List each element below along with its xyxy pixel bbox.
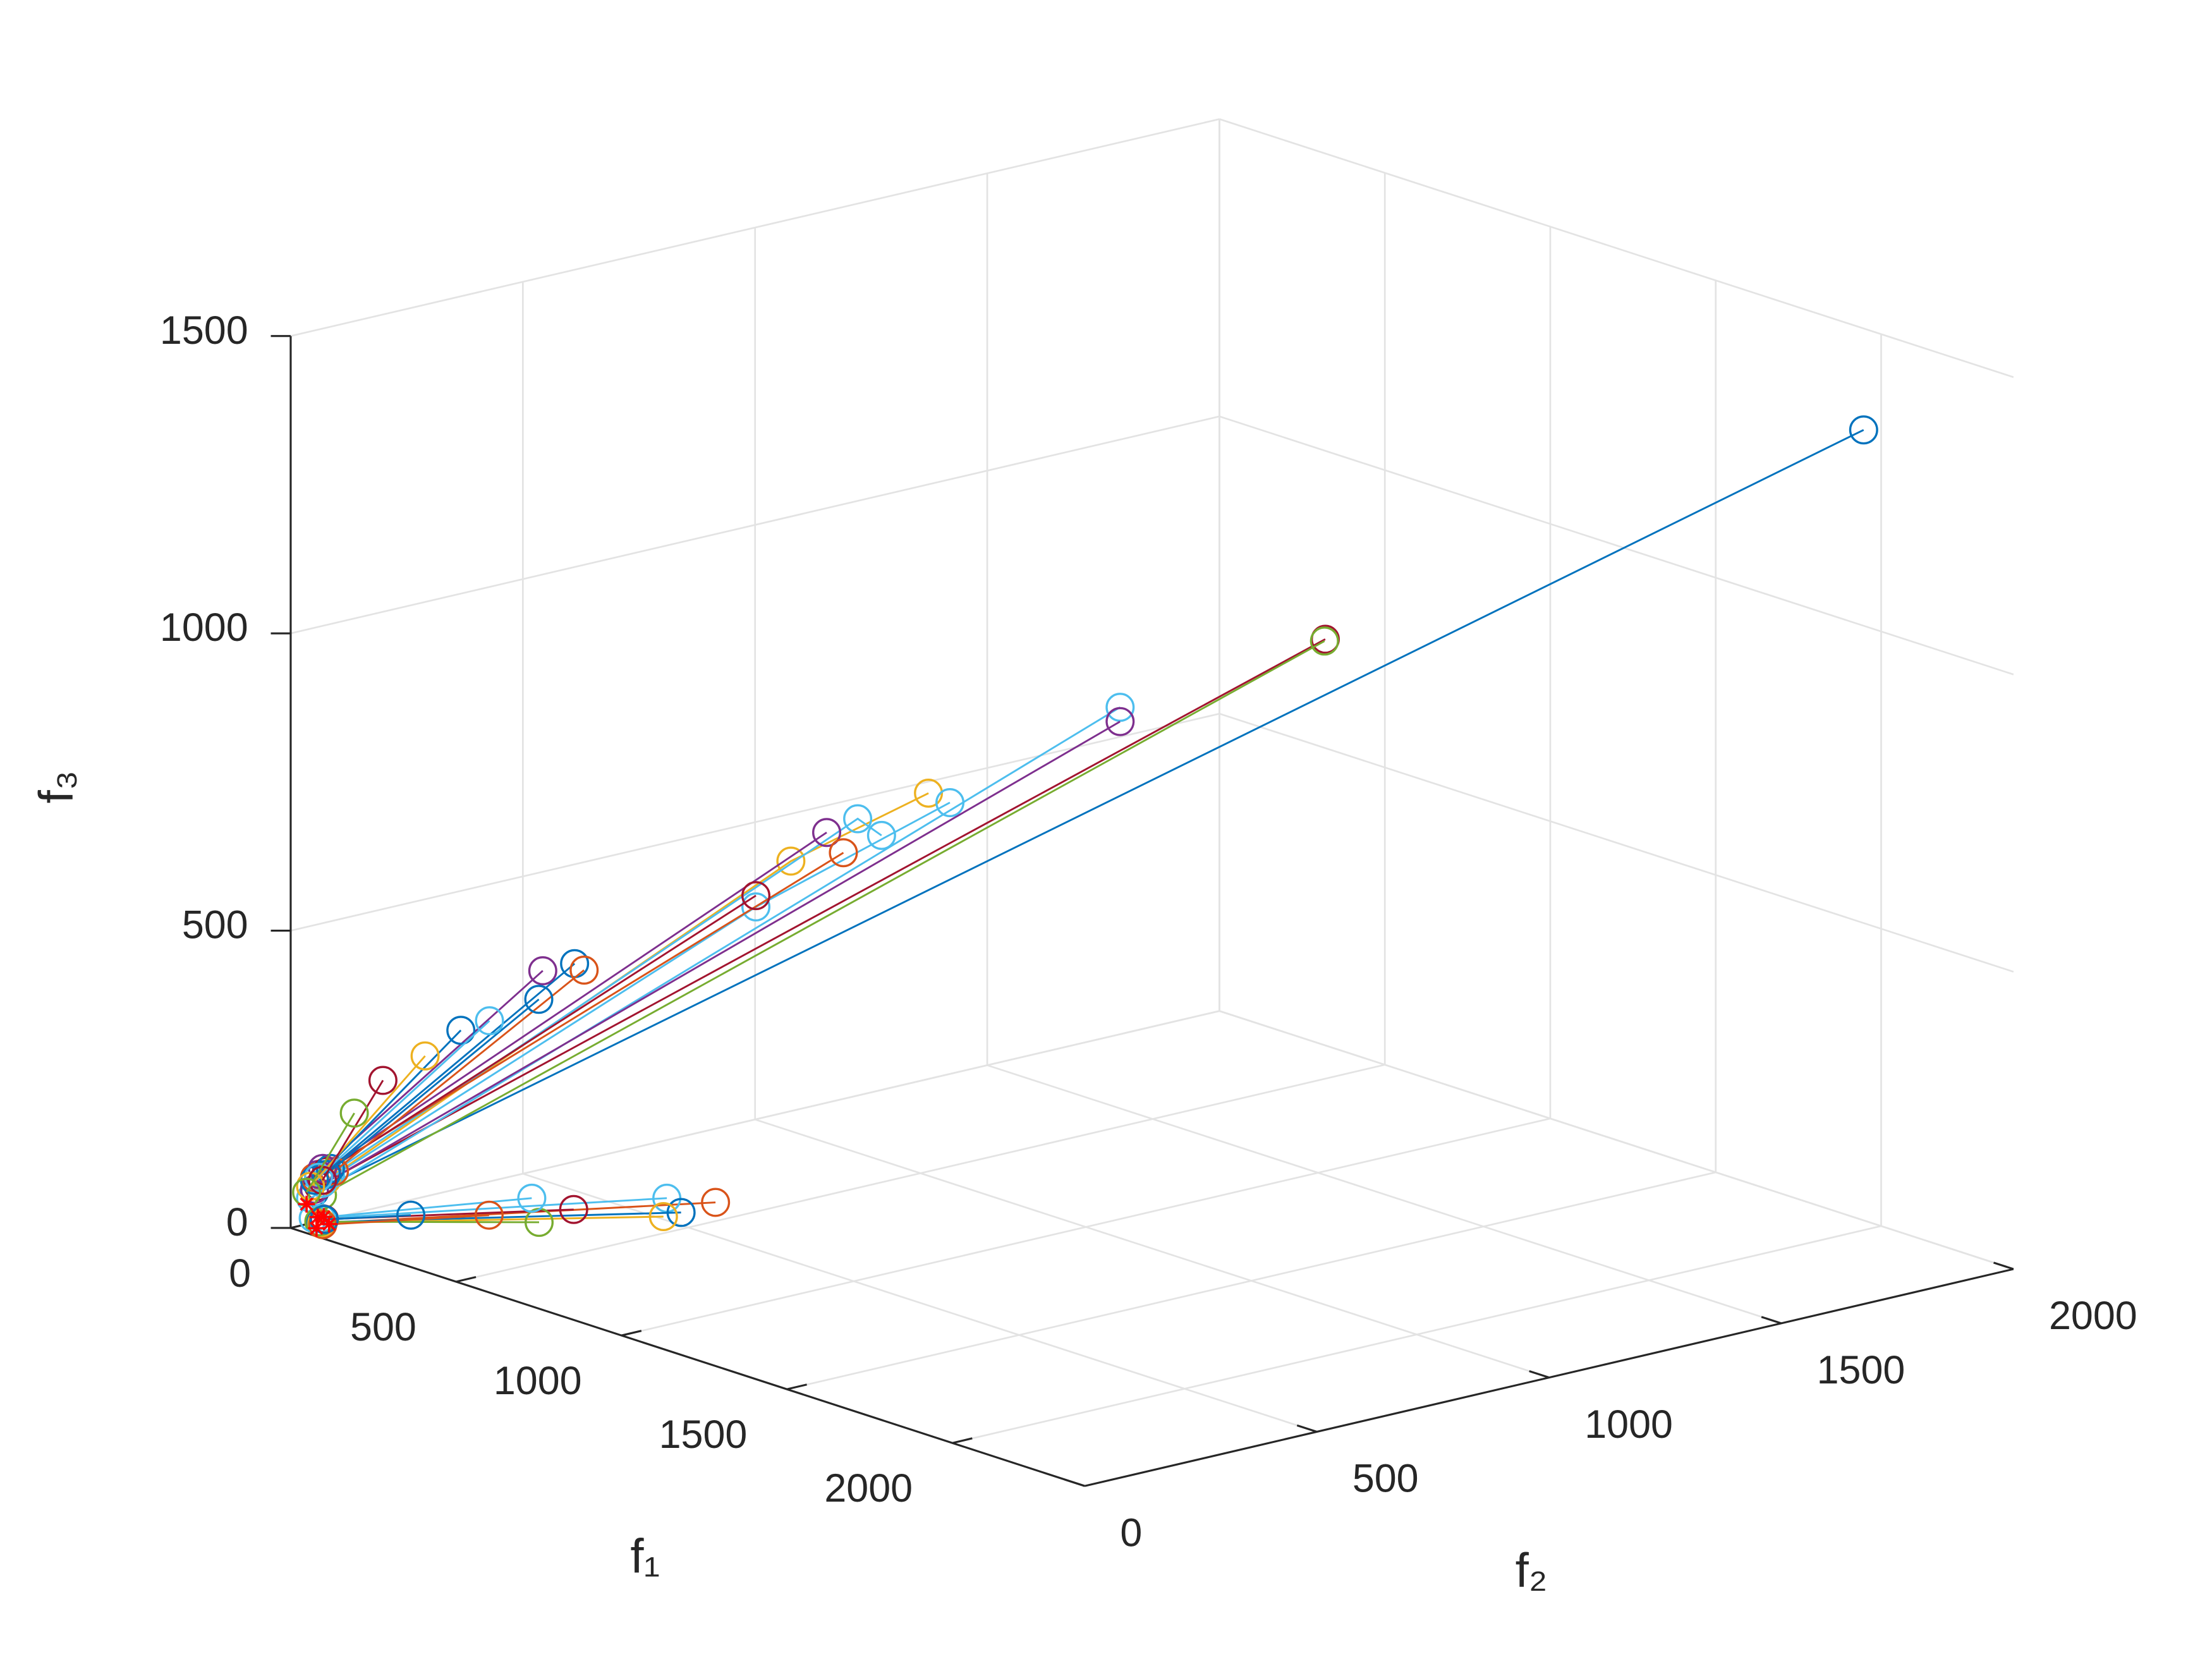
x-tick-label: 1500 [659,1413,748,1457]
circle-marker [446,1016,476,1045]
y-tick-label: 0 [1120,1510,1142,1555]
z-tick-label: 500 [182,903,248,947]
series-line [317,1020,490,1178]
series-line [305,1112,355,1193]
grid-line [987,1064,1782,1325]
x-tick [952,1437,973,1444]
grid-line [290,712,1220,932]
circle-marker [396,1200,426,1230]
circle-marker [474,1200,504,1230]
grid-line [290,1010,1220,1229]
x-tick-label: 500 [350,1305,416,1349]
y-tick [1993,1261,2014,1270]
x-tick [786,1383,807,1390]
x-axis-label: f₁ [630,1529,660,1583]
circle-marker [1105,707,1135,736]
circle-marker [648,1201,678,1231]
y-tick [1529,1370,1550,1379]
series-line [310,706,1121,1200]
series-line [334,969,585,1172]
circle-marker [843,804,873,834]
z-tick-label: 1000 [160,605,248,650]
star-marker [298,1195,315,1213]
series-line [318,638,1326,1188]
circle-marker [368,1066,398,1095]
circle-marker [1105,693,1135,722]
circle-marker [524,985,554,1014]
y-tick-label: 500 [1352,1457,1419,1501]
series-line [321,1197,667,1219]
series-line [310,1055,426,1187]
grid-line [1219,712,2014,973]
y-tick-label: 1500 [1817,1348,1905,1392]
grid-line [290,118,1220,337]
star-marker [308,1219,325,1237]
circle-marker [741,881,771,911]
series-line [313,720,1121,1190]
circle-marker [741,892,771,921]
z-axis-label: f₃ [29,770,83,803]
y-tick-label: 2000 [2049,1294,2137,1338]
x-tick-label: 1000 [494,1359,582,1403]
series-line [325,999,540,1176]
series-line [322,640,1325,1196]
circle-marker [666,1198,696,1227]
series-line [318,832,827,1176]
circle-marker [701,1188,731,1217]
circle-marker [935,787,965,817]
circle-marker [339,1098,369,1128]
z-tick-label: 0 [226,1200,248,1244]
series-line [321,1079,384,1181]
grid-line [1219,1010,2014,1270]
circle-marker [517,1183,547,1213]
circle-marker [829,838,858,868]
star-marker [315,1208,332,1225]
y-tick [1761,1316,1782,1325]
circle-marker [475,1006,504,1036]
plot-area [292,415,1878,1239]
x-tick-label: 2000 [824,1466,913,1510]
x-tick [621,1330,642,1337]
axes: 0 500 1000 1500 2000 0 500 1000 1500 2000 0 500 1000… [160,308,2137,1555]
y-tick [1296,1424,1318,1433]
y-axis-label: f₂ [1516,1544,1548,1598]
circle-marker [1849,415,1878,445]
circle-marker [528,956,557,986]
y-tick-label: 1000 [1584,1402,1673,1447]
grid-line [1219,415,2014,676]
x-tick-label: 0 [229,1251,251,1296]
x-tick [456,1276,477,1283]
series-line [329,963,576,1169]
star-marker [320,1215,338,1233]
circle-marker [569,956,599,985]
grid-line [290,415,1220,635]
circle-marker [559,1194,588,1224]
circle-marker [812,818,842,848]
series-line [322,1214,489,1226]
circle-marker [914,778,944,808]
circle-marker [303,1162,333,1192]
circle-marker [309,1205,339,1234]
grid-line [755,1119,1550,1378]
circle-marker [1310,626,1339,656]
series-line [313,428,1864,1193]
series-line [325,894,757,1172]
y-tick [1064,1478,1085,1487]
circle-marker [776,846,806,876]
z-tick-label: 1500 [160,308,248,353]
grid-line [1219,118,2014,379]
circle-marker [410,1041,440,1071]
series-line [325,792,929,1181]
circle-marker [866,820,896,850]
